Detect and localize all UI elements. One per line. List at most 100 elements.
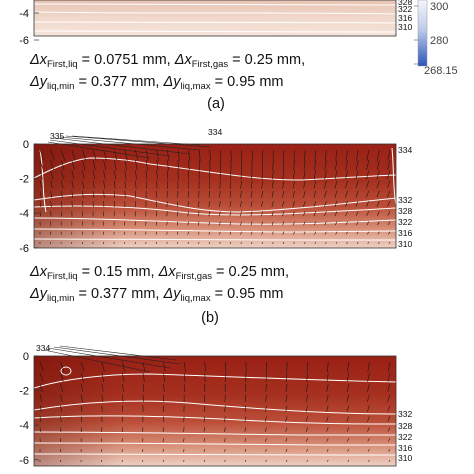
velocity-vector — [303, 190, 306, 198]
velocity-vector — [155, 231, 157, 235]
velocity-vector — [250, 221, 253, 226]
velocity-vector — [303, 180, 306, 189]
panel-b-streamlines — [47, 135, 211, 159]
velocity-vector — [366, 200, 370, 207]
velocity-vector — [376, 200, 380, 207]
velocity-vector — [387, 383, 391, 392]
velocity-vector — [387, 394, 391, 402]
velocity-vector — [293, 160, 295, 171]
velocity-vector — [282, 160, 285, 171]
velocity-vector — [39, 383, 43, 392]
velocity-vector — [198, 201, 200, 208]
velocity-vector — [203, 427, 206, 432]
velocity-vector — [265, 383, 267, 392]
velocity-vector — [176, 211, 179, 217]
velocity-vector — [224, 405, 226, 412]
velocity-vector — [39, 170, 43, 180]
velocity-vector — [92, 190, 95, 198]
velocity-vector — [92, 180, 95, 189]
velocity-vector — [345, 221, 348, 226]
velocity-vector — [355, 170, 359, 180]
velocity-vector — [177, 149, 180, 161]
y-tick-label: -2 — [19, 386, 29, 398]
velocity-vector — [229, 241, 232, 244]
velocity-vector — [293, 241, 295, 244]
velocity-vector — [366, 405, 370, 412]
velocity-vector — [187, 221, 189, 226]
velocity-vector — [265, 405, 267, 412]
velocity-vector — [187, 211, 189, 217]
velocity-vector — [346, 438, 350, 442]
velocity-vector — [113, 149, 118, 161]
y-tick-label: -4 — [19, 208, 29, 220]
velocity-vector — [224, 449, 226, 452]
contour-label: 332 — [398, 195, 412, 205]
velocity-vector — [355, 160, 359, 171]
velocity-vector — [324, 180, 327, 189]
velocity-vector — [250, 231, 253, 235]
velocity-vector — [229, 221, 232, 226]
velocity-vector — [229, 231, 232, 235]
panel-b-label: (b) — [201, 310, 219, 326]
velocity-vector — [124, 180, 126, 189]
velocity-vector — [355, 190, 359, 198]
velocity-vector — [335, 231, 338, 235]
velocity-vector — [188, 149, 191, 161]
panel-a-plot — [34, 0, 396, 36]
velocity-vector — [183, 361, 186, 372]
velocity-vector — [271, 211, 274, 217]
velocity-vector — [305, 416, 308, 422]
velocity-vector — [39, 149, 45, 161]
velocity-vector — [367, 416, 370, 422]
velocity-vector — [387, 211, 391, 216]
velocity-vector — [282, 170, 285, 180]
velocity-vector — [313, 180, 317, 189]
velocity-vector — [156, 170, 158, 180]
velocity-vector — [80, 394, 83, 402]
velocity-vector — [261, 211, 264, 217]
velocity-vector — [244, 438, 247, 442]
velocity-vector — [377, 221, 380, 226]
velocity-vector — [293, 149, 295, 162]
colorbar-tick-label: 280 — [430, 35, 448, 47]
velocity-vector — [244, 449, 247, 452]
velocity-vector — [103, 160, 107, 171]
velocity-vector — [366, 180, 370, 189]
contour-label: 316 — [398, 443, 412, 453]
velocity-vector — [208, 201, 210, 208]
velocity-vector — [305, 394, 308, 402]
velocity-vector — [346, 241, 348, 244]
velocity-vector — [176, 231, 179, 235]
contour-label: 310 — [398, 239, 412, 249]
velocity-vector — [203, 459, 205, 463]
velocity-vector — [208, 221, 210, 226]
velocity-vector — [183, 427, 185, 432]
velocity-vector — [388, 459, 391, 462]
velocity-vector — [366, 170, 370, 180]
y-tick-label: -6 — [19, 243, 29, 255]
velocity-vector — [230, 149, 232, 162]
velocity-vector — [39, 180, 43, 189]
velocity-vector — [376, 211, 380, 216]
velocity-vector — [208, 231, 210, 235]
velocity-vector — [387, 180, 391, 189]
velocity-vector — [219, 221, 221, 226]
velocity-vector — [50, 201, 52, 208]
velocity-vector — [71, 160, 75, 170]
velocity-vector — [334, 180, 338, 189]
velocity-vector — [71, 190, 74, 198]
velocity-vector — [366, 394, 370, 402]
velocity-vector — [208, 190, 210, 198]
velocity-vector — [39, 405, 42, 412]
velocity-vector — [282, 231, 285, 235]
panel-a-contours — [34, 3, 396, 33]
velocity-vector — [313, 190, 317, 198]
velocity-vector — [82, 160, 86, 170]
velocity-vector — [285, 438, 288, 442]
velocity-vector — [326, 405, 329, 412]
velocity-vector — [261, 221, 264, 226]
colorbar-tick-label: 268.15 — [424, 65, 458, 77]
velocity-vector — [272, 160, 274, 171]
